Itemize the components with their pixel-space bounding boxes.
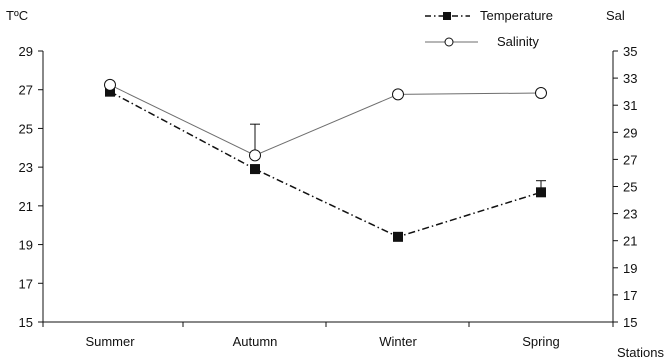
x-tick-label: Winter [379,334,417,349]
left-tick-label: 17 [19,276,33,291]
right-tick-label: 19 [623,261,637,276]
legend: Temperature Salinity [425,8,553,49]
salinity-point [535,87,547,100]
right-tick-label: 35 [623,44,637,59]
x-axis: Summer Autumn Winter Spring [42,321,614,349]
left-tick-label: 19 [19,238,33,253]
series-layer [104,78,547,242]
temperature-line [109,90,542,238]
salinity-point [249,149,261,162]
left-axis: 15 17 19 21 23 25 27 29 [19,44,44,330]
left-tick-label: 23 [19,160,33,175]
left-tick-label: 29 [19,44,33,59]
left-tick-label: 25 [19,121,33,136]
temperature-point [393,231,403,242]
x-tick-label: Spring [522,334,560,349]
right-tick-label: 21 [623,234,637,249]
right-tick-label: 23 [623,207,637,222]
legend-salinity-marker [444,37,454,47]
right-tick-label: 17 [623,288,637,303]
legend-salinity-label: Salinity [497,34,539,49]
salinity-point [104,78,116,91]
x-tick-label: Summer [85,334,135,349]
temperature-point [536,187,546,198]
right-tick-label: 15 [623,315,637,330]
salinity-point [392,88,404,101]
x-axis-label: Stations [617,345,664,360]
left-tick-label: 27 [19,83,33,98]
right-axis-label: Sal [606,8,625,23]
right-tick-label: 25 [623,180,637,195]
temperature-point [250,164,260,175]
right-axis: 15 17 19 21 23 25 27 29 31 33 35 [612,44,637,330]
right-tick-label: 31 [623,98,637,113]
salinity-line [109,84,542,156]
x-tick-label: Autumn [233,334,278,349]
left-tick-label: 21 [19,199,33,214]
legend-temperature-marker [443,12,451,20]
right-tick-label: 33 [623,71,637,86]
right-tick-label: 29 [623,125,637,140]
temperature-point [105,86,115,97]
left-tick-label: 15 [19,315,33,330]
legend-temperature-label: Temperature [480,8,553,23]
right-tick-label: 27 [623,152,637,167]
left-axis-label: TºC [6,8,28,23]
